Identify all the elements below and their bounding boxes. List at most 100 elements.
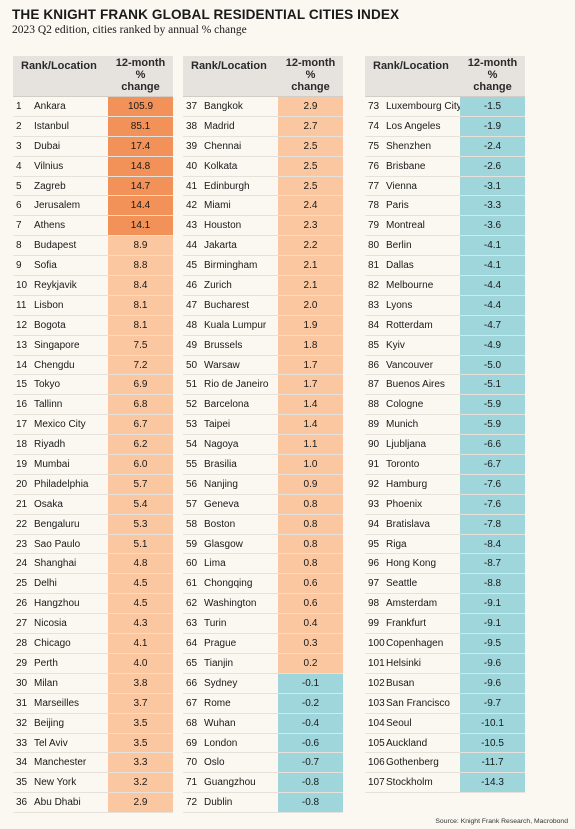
table-row: 44 Jakarta 2.2 <box>183 236 343 257</box>
rank-cell: 51 <box>186 379 198 391</box>
rank-cell: 24 <box>16 558 28 570</box>
city-cell: Budapest <box>34 240 77 252</box>
change-cell: -2.4 <box>460 136 525 156</box>
city-cell: Brussels <box>204 339 243 351</box>
change-cell: -6.7 <box>460 455 525 474</box>
rank-cell: 42 <box>186 200 198 212</box>
change-cell: 14.4 <box>108 196 173 216</box>
change-cell: 2.9 <box>278 97 343 116</box>
rank-cell: 73 <box>368 101 380 112</box>
city-cell: Kolkata <box>204 160 238 172</box>
table-row: 72 Dublin -0.8 <box>183 793 343 814</box>
rank-cell: 77 <box>368 180 380 192</box>
table-row: 43 Houston 2.3 <box>183 216 343 237</box>
city-cell: Oslo <box>204 757 225 769</box>
city-cell: Frankfurt <box>386 618 427 630</box>
change-cell: 8.9 <box>108 236 173 256</box>
change-cell: 6.7 <box>108 415 173 435</box>
change-cell: -9.1 <box>460 594 525 614</box>
rank-cell: 34 <box>16 757 28 769</box>
header-change-line: % <box>487 69 498 81</box>
change-cell: -1.9 <box>460 116 525 136</box>
source-note: Source: Knight Frank Research, Macrobond <box>435 818 568 825</box>
table-row: 54 Nagoya 1.1 <box>183 435 343 456</box>
rank-cell: 69 <box>186 737 198 749</box>
change-cell: 0.8 <box>278 514 343 534</box>
change-cell: -4.7 <box>460 315 525 335</box>
change-cell: -0.6 <box>278 733 343 753</box>
table-row: 47 Bucharest 2.0 <box>183 295 343 316</box>
table-row: 5 Zagreb 14.7 <box>13 176 173 197</box>
change-cell: 4.5 <box>108 574 173 594</box>
rank-cell: 89 <box>368 419 380 431</box>
city-cell: Perth <box>34 657 58 669</box>
rank-cell: 60 <box>186 558 198 570</box>
chart-subtitle: 2023 Q2 edition, cities ranked by annual… <box>12 24 247 36</box>
table-row: 34 Manchester 3.3 <box>13 753 173 774</box>
table-row: 69 London -0.6 <box>183 733 343 754</box>
change-cell: 1.0 <box>278 455 343 474</box>
city-cell: Geneva <box>204 498 240 510</box>
table-row: 19 Mumbai 6.0 <box>13 455 173 475</box>
table-row: 64 Prague 0.3 <box>183 634 343 654</box>
city-cell: New York <box>34 777 77 789</box>
city-cell: Ljubljana <box>386 439 427 451</box>
table-row: 77 Vienna -3.1 <box>365 176 525 197</box>
rank-cell: 105 <box>368 737 385 749</box>
city-cell: Bengaluru <box>34 518 80 530</box>
rank-cell: 64 <box>186 638 198 650</box>
table-row: 59 Glasgow 0.8 <box>183 534 343 555</box>
table-row: 13 Singapore 7.5 <box>13 335 173 356</box>
rank-cell: 76 <box>368 160 380 172</box>
header-change: 12-month% change <box>108 56 173 96</box>
rank-cell: 40 <box>186 160 198 172</box>
table-row: 3 Dubai 17.4 <box>13 136 173 157</box>
header-rank-location: Rank/Location <box>373 60 449 72</box>
header-change-line: 12-month <box>285 57 336 69</box>
table-row: 102 Busan -9.6 <box>365 673 525 694</box>
change-cell: -5.9 <box>460 395 525 415</box>
city-cell: Luxembourg City <box>386 101 460 112</box>
rank-cell: 104 <box>368 717 385 729</box>
city-cell: San Francisco <box>386 697 450 709</box>
table-row: 75 Shenzhen -2.4 <box>365 136 525 157</box>
change-cell: -5.1 <box>460 375 525 395</box>
change-cell: 3.2 <box>108 773 173 793</box>
city-cell: Bangkok <box>204 101 243 112</box>
rank-cell: 18 <box>16 439 28 451</box>
rank-cell: 100 <box>368 638 385 650</box>
city-cell: Singapore <box>34 339 80 351</box>
rank-cell: 26 <box>16 598 28 610</box>
change-cell: 2.1 <box>278 276 343 295</box>
rank-cell: 9 <box>16 260 22 272</box>
change-cell: 0.9 <box>278 474 343 494</box>
table-row: 33 Tel Aviv 3.5 <box>13 733 173 754</box>
table-row: 24 Shanghai 4.8 <box>13 554 173 575</box>
city-cell: London <box>204 737 238 749</box>
table-row: 48 Kuala Lumpur 1.9 <box>183 315 343 336</box>
change-cell: 14.8 <box>108 156 173 176</box>
city-cell: Birmingham <box>204 260 258 272</box>
rank-cell: 58 <box>186 518 198 530</box>
rank-cell: 88 <box>368 399 380 411</box>
city-cell: Prague <box>204 638 237 650</box>
rank-cell: 57 <box>186 498 198 510</box>
change-cell: -11.7 <box>460 753 525 773</box>
change-cell: -0.8 <box>278 793 343 813</box>
change-cell: 6.2 <box>108 435 173 455</box>
city-cell: Los Angeles <box>386 120 441 132</box>
header-rank-location: Rank/Location <box>21 60 97 72</box>
rank-cell: 30 <box>16 677 28 689</box>
rank-cell: 37 <box>186 101 198 112</box>
header-change-line: 12-month <box>115 57 166 69</box>
rank-cell: 7 <box>16 220 22 232</box>
city-cell: Toronto <box>386 459 420 471</box>
table-row: 6 Jerusalem 14.4 <box>13 196 173 217</box>
city-cell: Mexico City <box>34 419 86 431</box>
rank-cell: 28 <box>16 638 28 650</box>
table-row: 23 Sao Paulo 5.1 <box>13 534 173 555</box>
city-cell: Miami <box>204 200 231 212</box>
rank-cell: 46 <box>186 280 198 292</box>
change-cell: 105.9 <box>108 97 173 116</box>
table-row: 38 Madrid 2.7 <box>183 116 343 137</box>
